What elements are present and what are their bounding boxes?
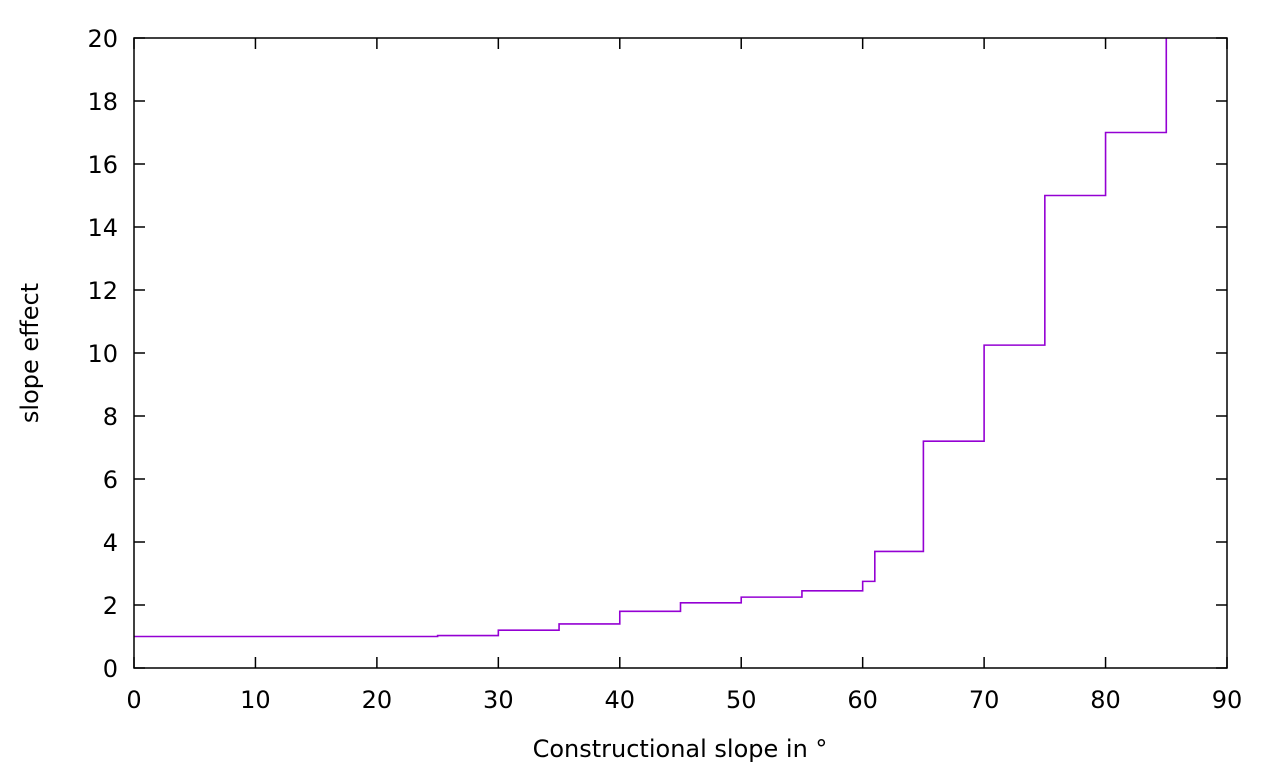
x-tick-label: 70 [969, 686, 1000, 714]
x-tick-label: 60 [847, 686, 878, 714]
y-tick-label: 12 [87, 277, 118, 305]
y-tick-label: 10 [87, 340, 118, 368]
x-tick-label: 30 [483, 686, 514, 714]
x-tick-label: 0 [126, 686, 141, 714]
plot-frame [133, 37, 1228, 669]
y-tick-label: 4 [103, 529, 118, 557]
x-axis-label: Constructional slope in ° [533, 735, 828, 763]
x-tick-label: 40 [605, 686, 636, 714]
y-tick-label: 0 [103, 655, 118, 683]
y-tick-label: 18 [87, 88, 118, 116]
y-tick-label: 14 [87, 214, 118, 242]
x-tick-label: 50 [726, 686, 757, 714]
x-tick-label: 20 [362, 686, 393, 714]
series-line-0 [134, 38, 1168, 638]
y-tick-label: 2 [103, 592, 118, 620]
axis-ticks [133, 37, 1228, 669]
y-tick-label: 16 [87, 151, 118, 179]
x-tick-label: 90 [1212, 686, 1243, 714]
y-tick-label: 6 [103, 466, 118, 494]
y-tick-label: 8 [103, 403, 118, 431]
x-tick-label: 10 [240, 686, 271, 714]
y-axis-label: slope effect [16, 283, 44, 423]
series-layer [134, 38, 1168, 638]
x-tick-label: 80 [1090, 686, 1121, 714]
y-tick-label: 20 [87, 25, 118, 53]
tick-labels: 0 10 20 30 40 50 60 70 80 90 0 2 4 6 8 10 12 14 16 18 20 [87, 25, 1242, 714]
